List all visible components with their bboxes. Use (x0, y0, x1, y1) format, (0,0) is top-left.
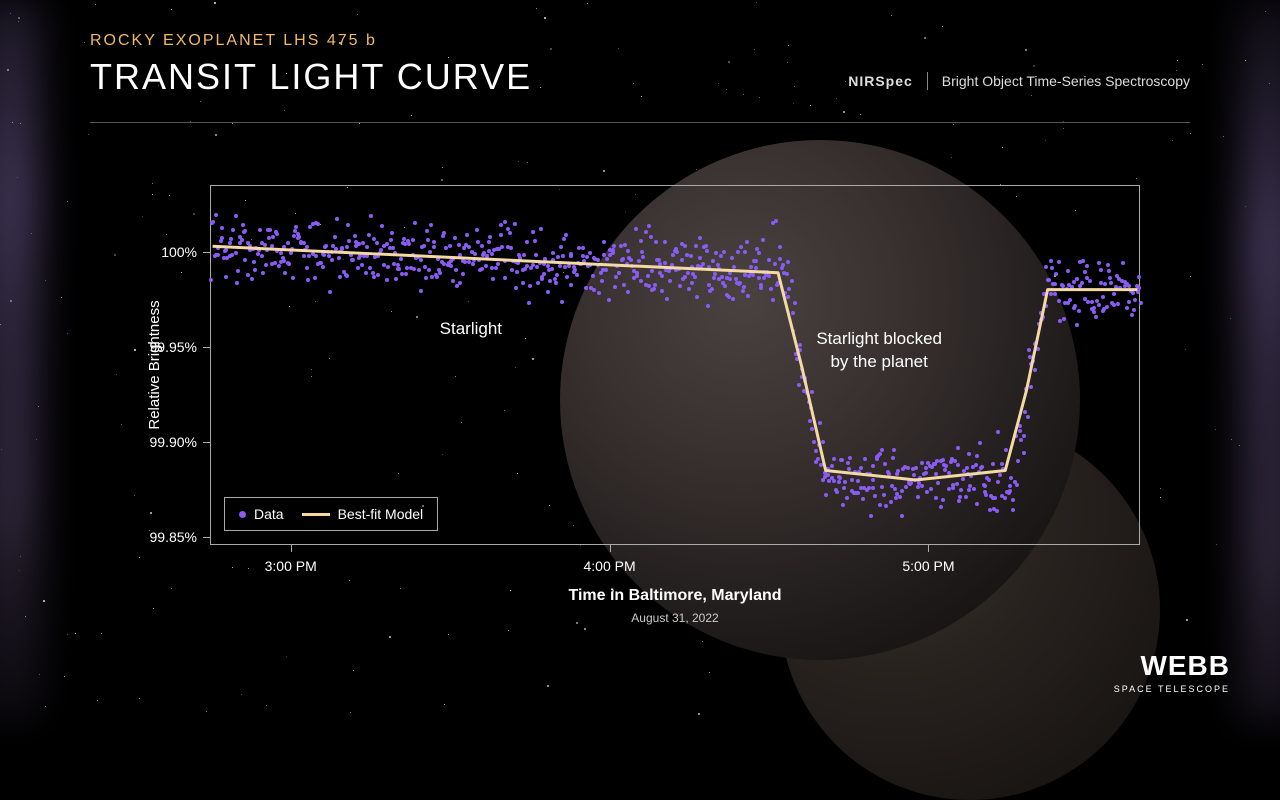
instrument-name: NIRSpec (848, 73, 913, 89)
y-tick-label: 99.85% (150, 529, 197, 545)
webb-logo: WEBB SPACE TELESCOPE (1114, 650, 1230, 694)
blur-left (0, 0, 40, 720)
legend: Data Best-fit Model (224, 497, 438, 531)
chart: 100%99.95%99.90%99.85%3:00 PM4:00 PM5:00… (210, 185, 1140, 545)
y-tick-label: 100% (161, 244, 197, 260)
x-tick-label: 4:00 PM (583, 558, 635, 574)
legend-dot-icon (239, 511, 246, 518)
chart-annotation: Starlight (440, 317, 502, 341)
logo-main: WEBB (1114, 650, 1230, 682)
legend-label-data: Data (254, 506, 284, 522)
y-tick (203, 252, 211, 253)
x-tick (928, 544, 929, 552)
x-tick-label: 5:00 PM (902, 558, 954, 574)
data-point (1139, 301, 1143, 305)
y-tick (203, 442, 211, 443)
x-axis-sublabel: August 31, 2022 (631, 611, 718, 625)
instrument-mode: Bright Object Time-Series Spectroscopy (942, 73, 1190, 89)
x-tick (291, 544, 292, 552)
x-tick-label: 3:00 PM (265, 558, 317, 574)
plot-area: 100%99.95%99.90%99.85%3:00 PM4:00 PM5:00… (210, 185, 1140, 545)
header-title: TRANSIT LIGHT CURVE (90, 56, 532, 98)
header-subtitle: ROCKY EXOPLANET LHS 475 b (90, 32, 532, 50)
header: ROCKY EXOPLANET LHS 475 b TRANSIT LIGHT … (90, 32, 1190, 98)
legend-item-model: Best-fit Model (302, 506, 424, 522)
y-tick (203, 537, 211, 538)
legend-item-data: Data (239, 506, 284, 522)
header-rule (90, 122, 1190, 123)
chart-annotation: Starlight blockedby the planet (816, 327, 942, 375)
y-tick (203, 347, 211, 348)
legend-label-model: Best-fit Model (338, 506, 424, 522)
logo-sub: SPACE TELESCOPE (1114, 684, 1230, 694)
x-axis-label: Time in Baltimore, Maryland (568, 587, 781, 605)
y-axis-label: Relative Brightness (146, 300, 163, 429)
y-tick-label: 99.90% (150, 434, 197, 450)
model-curve (211, 186, 1139, 544)
legend-line-icon (302, 513, 330, 516)
blur-right (1240, 0, 1280, 720)
divider (927, 72, 928, 90)
x-tick (610, 544, 611, 552)
